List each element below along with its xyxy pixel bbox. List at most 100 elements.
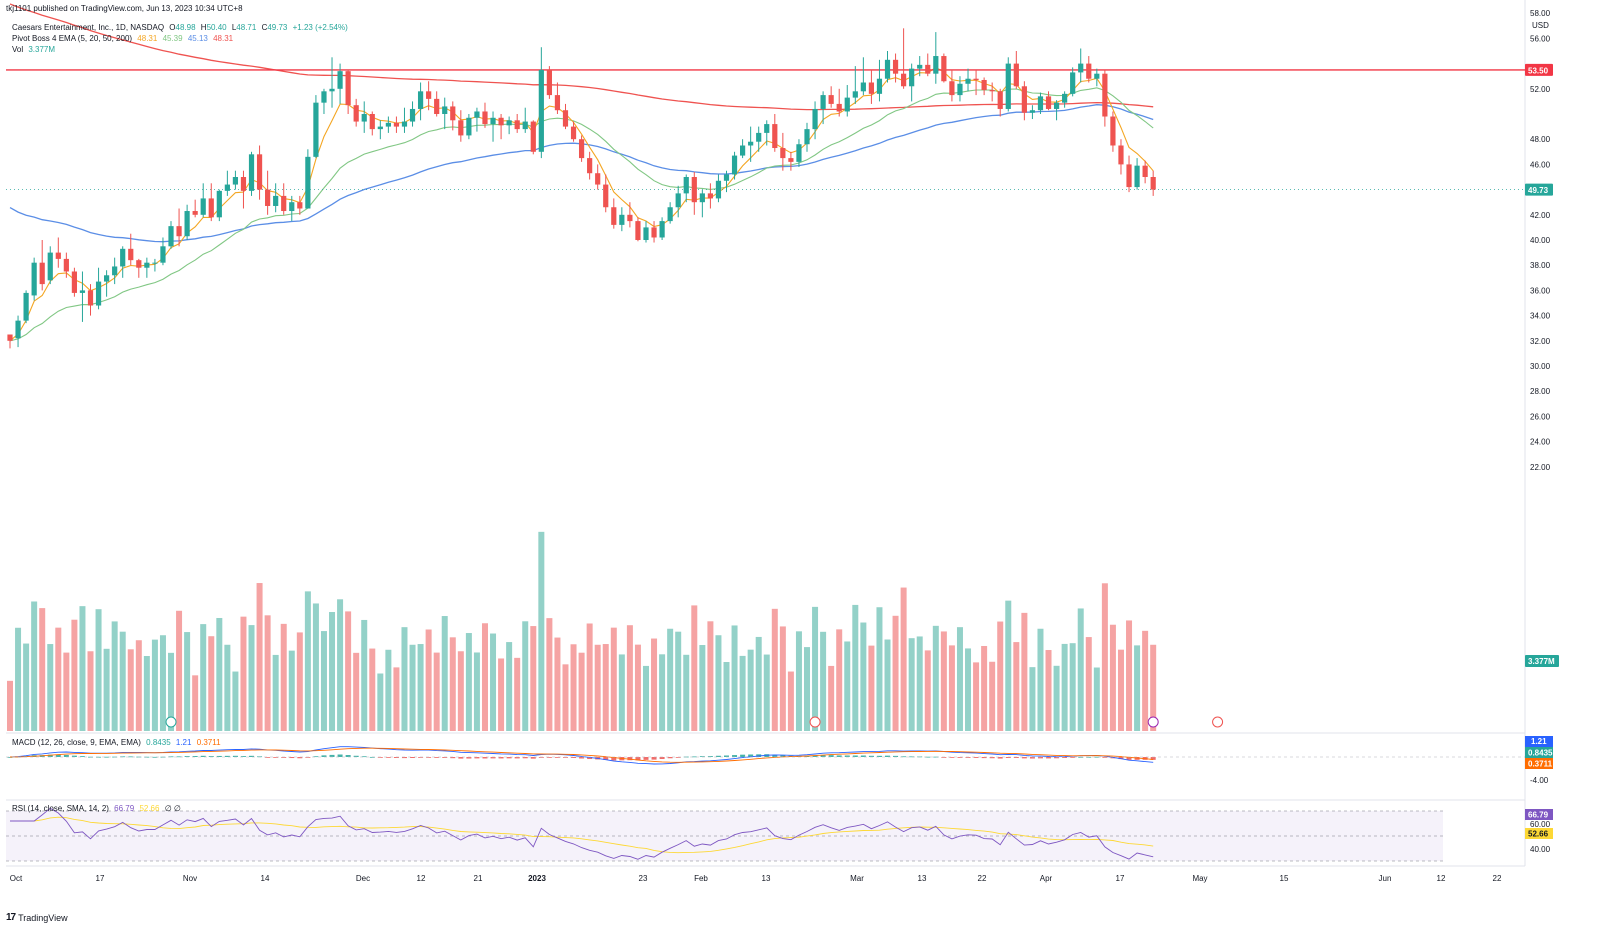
price-tick-label: 48.00 (1530, 135, 1551, 144)
volume-bar (79, 606, 86, 731)
candle-body (1021, 86, 1027, 113)
macd-legend[interactable]: MACD (12, 26, close, 9, EMA, EMA) 0.8435… (12, 738, 224, 747)
volume-bar (143, 656, 150, 731)
volume-bar (159, 635, 166, 731)
volume-bar (1045, 650, 1052, 731)
footer-brand[interactable]: 17 TradingView (6, 912, 68, 923)
candle-body (176, 226, 182, 237)
ema50-value: 45.13 (187, 34, 208, 43)
macd-histogram-bar (1094, 756, 1100, 758)
resistance-tag-label: 53.50 (1528, 66, 1549, 75)
candle-body (804, 129, 810, 145)
candle-body (578, 139, 585, 159)
tradingview-logo-icon: 17 (6, 912, 16, 923)
volume-bar (707, 621, 714, 731)
candle-body (611, 207, 617, 225)
volume-bar (87, 651, 94, 731)
candle-body (852, 91, 858, 98)
macd-histogram-bar (554, 757, 560, 758)
candle-body (329, 88, 335, 92)
macd-histogram-bar (482, 757, 488, 759)
volume-bar (932, 625, 939, 731)
candle-body (748, 141, 754, 146)
time-axis-label: Dec (356, 874, 370, 883)
volume-bar (989, 661, 996, 731)
macd-histogram-bar (458, 757, 464, 759)
macd-histogram-bar (498, 757, 504, 759)
candle-body (393, 122, 400, 127)
candle-body (643, 227, 649, 240)
candle-body (95, 281, 102, 306)
volume-bar (385, 649, 392, 731)
volume-bar (908, 638, 915, 731)
macd-histogram-bar (949, 757, 955, 758)
ohlc-low-value: 48.71 (236, 23, 257, 32)
volume-bar (433, 652, 440, 731)
ohlc-change: +1.23 (+2.54%) (292, 23, 348, 32)
volume-bar (329, 612, 336, 731)
volume-bar (795, 631, 802, 731)
candle-body (281, 195, 287, 212)
rsi-legend[interactable]: RSI (14, close, SMA, 14, 2) 66.79 52.66 … (12, 804, 184, 813)
candle-body (1013, 63, 1019, 87)
volume-bar (836, 629, 843, 731)
volume-bar (393, 667, 400, 731)
macd-histogram-bar (981, 757, 987, 759)
time-axis-label: Nov (183, 874, 197, 883)
macd-histogram-bar (337, 754, 343, 757)
candle-body (788, 158, 794, 162)
macd-histogram-bar (79, 756, 85, 757)
volume-bar (828, 665, 835, 731)
candle-body (901, 73, 907, 87)
volume-bar (683, 654, 690, 731)
volume-legend[interactable]: Vol 3.377M (12, 44, 58, 55)
macd-histogram-bar (828, 755, 834, 757)
candle-body (538, 69, 544, 152)
volume-bar (168, 652, 175, 731)
volume-bar (232, 671, 239, 731)
macd-histogram-bar (128, 756, 134, 758)
candle-body (273, 195, 279, 206)
volume-bar (200, 624, 207, 731)
candle-body (1053, 102, 1060, 109)
volume-bar (119, 631, 126, 731)
macd-histogram-bar (1078, 756, 1084, 758)
candle-body (941, 56, 947, 82)
candle-body (957, 83, 963, 96)
candle-body (289, 202, 295, 212)
candle-body (31, 262, 37, 296)
ohlc-close-value: 49.73 (267, 23, 288, 32)
volume-bar (498, 658, 505, 731)
macd-histogram-bar (345, 755, 351, 757)
ema-legend[interactable]: Pivot Boss 4 EMA (5, 20, 50, 200) 48.31 … (12, 33, 236, 44)
macd-histogram-bar (289, 757, 295, 759)
candle-body (965, 78, 971, 84)
volume-bar (304, 591, 311, 731)
candle-body (554, 95, 561, 111)
candle-body (79, 290, 86, 293)
volume-bar (804, 647, 811, 731)
candle-body (7, 334, 13, 341)
macd-histogram-bar (844, 755, 850, 757)
volume-bar (39, 608, 46, 731)
macd-line (9, 746, 1154, 765)
volume-bar (1069, 643, 1076, 731)
volume-bar (1053, 665, 1060, 731)
macd-histogram-bar (393, 757, 399, 758)
macd-histogram-bar (1013, 757, 1019, 758)
macd-histogram-bar (957, 757, 963, 758)
candle-body (1142, 165, 1148, 177)
candle-body (369, 114, 375, 130)
time-axis-label: 12 (417, 874, 426, 883)
macd-histogram-bar (426, 757, 432, 758)
macd-histogram-bar (152, 756, 158, 758)
volume-bar (1061, 643, 1068, 731)
volume-bar (924, 650, 931, 731)
volume-bar (441, 616, 448, 731)
volume-bar (337, 599, 344, 731)
macd-histogram-bar (281, 757, 287, 758)
volume-bar (264, 615, 271, 731)
candle-body (1062, 93, 1068, 103)
volume-bar (481, 623, 488, 731)
